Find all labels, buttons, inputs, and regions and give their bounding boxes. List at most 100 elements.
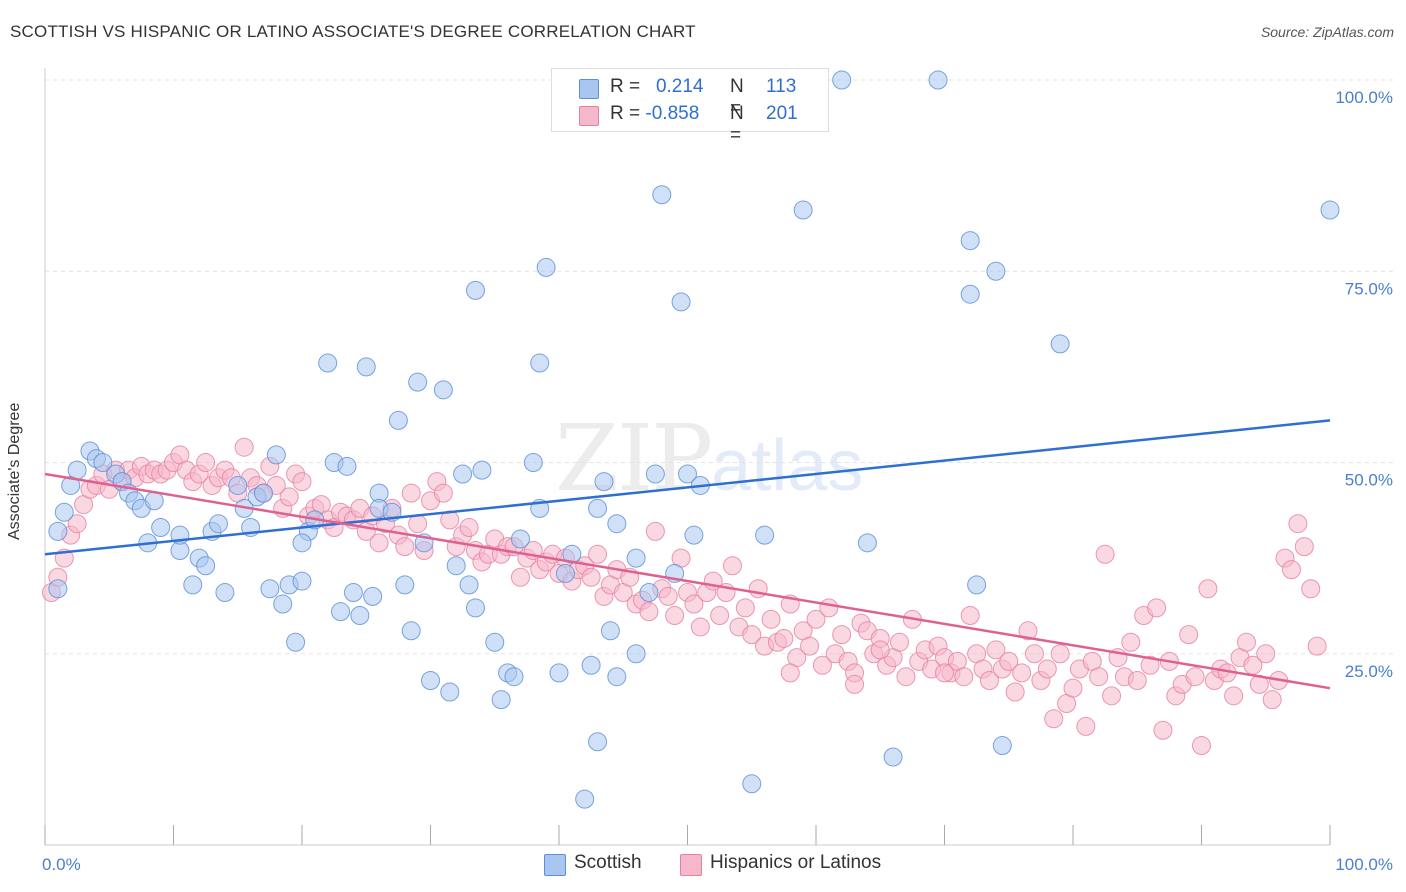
hispanic-point [890,632,910,652]
scottish-point [581,655,601,675]
x-tick-label: 0.0% [42,855,81,874]
scottish-trend-line [44,419,1331,556]
legend-r-value: -0.858 [645,103,700,124]
scottish-point [755,525,775,545]
hispanic-point [1153,720,1173,740]
scottish-point [48,521,68,541]
scottish-point [504,667,524,687]
axes [44,68,1331,846]
scottish-point [1050,334,1070,354]
hispanic-point [369,533,389,553]
scottish-point [54,502,74,522]
scottish-point [607,667,627,687]
hispanic-point [1262,690,1282,710]
scottish-point [562,544,582,564]
hispanic-point [774,628,794,648]
hispanic-point [1102,686,1122,706]
hispanic-point [1050,644,1070,664]
scottish-point [292,571,312,591]
hispanic-point [665,606,685,625]
scottish-point [928,70,948,90]
hispanic-point [279,487,299,507]
scottish-point [652,185,672,205]
hispanic-point [690,617,710,637]
scottish-point [446,556,466,576]
correlation-legend: R = 0.214 N = 113 R = -0.858 N = 201 [551,68,829,146]
hispanic-point [999,651,1019,671]
scottish-point [472,460,492,480]
hispanic-point [780,663,800,683]
x-tick-label: 100.0% [1335,855,1393,874]
scottish-point [588,732,608,752]
hispanic-point [1095,544,1115,564]
scottish-point [684,525,704,545]
watermark-atlas: atlas [711,426,864,506]
hispanic-point [1063,678,1083,698]
scottish-point [356,357,376,377]
scottish-point [337,456,357,476]
legend-r-value: 0.214 [655,76,704,97]
legend-r-label: R = [610,76,641,97]
scottish-point [453,464,473,484]
tick-labels: 25.0% 50.0% 75.0% 100.0% 0.0% 100.0% [42,88,1393,874]
hispanic-point [588,544,608,564]
hispanic-point [408,514,428,534]
hispanic-point [234,437,254,457]
scottish-point [228,475,248,495]
scottish-point [208,514,228,534]
scottish-point [433,380,453,400]
trend-lines [44,419,1331,690]
scottish-point [253,483,273,503]
hispanic-point [812,655,832,675]
scottish-point [395,575,415,595]
hispanic-trend-line [44,472,1331,690]
legend-swatch-hispanic [579,106,599,126]
hispanic-point [395,537,415,557]
legend-n-label: N = [730,76,744,119]
hispanic-point [819,598,839,618]
scottish-point [1320,200,1340,220]
hispanic-point [1005,682,1025,702]
hispanic-point [1185,667,1205,687]
legend-label-scottish: Scottish [574,852,642,873]
hispanic-point [433,483,453,503]
hispanic-point [1089,667,1109,687]
scottish-point [151,518,171,538]
scottish-point [607,514,627,534]
hispanic-point [1121,632,1141,652]
hispanic-point [960,606,980,625]
scottish-point [292,533,312,553]
chart-title: SCOTTISH VS HISPANIC OR LATINO ASSOCIATE… [10,22,696,41]
scottish-point [523,453,543,472]
y-tick-label: 25.0% [1345,662,1393,681]
legend-n-value: 201 [766,103,798,124]
scottish-point [363,586,383,606]
hispanic-point [581,567,601,587]
scottish-point [555,563,575,583]
legend-swatch-hispanic [680,854,702,876]
scottish-point [93,453,113,472]
scottish-point [183,575,203,595]
hispanic-point [806,609,826,629]
scottish-point [459,575,479,595]
scottish-point [260,579,280,599]
scottish-point [986,261,1006,281]
hispanic-point [658,586,678,606]
series-scottish-points [48,70,1340,809]
hispanic-point [1224,686,1244,706]
scottish-point [742,774,762,794]
scottish-point [491,690,511,710]
scottish-point [440,682,460,702]
scottish-point [465,280,485,300]
hispanic-point [1012,663,1032,683]
hispanic-point [722,556,742,576]
legend-n-label: N = [730,103,744,146]
scottish-point [408,372,428,392]
chart-source: Source: ZipAtlas.com [1260,24,1394,40]
hispanic-point [800,636,820,656]
hispanic-point [1127,671,1147,691]
hispanic-point [1198,579,1218,599]
scottish-point [793,200,813,220]
scottish-point [645,464,665,484]
